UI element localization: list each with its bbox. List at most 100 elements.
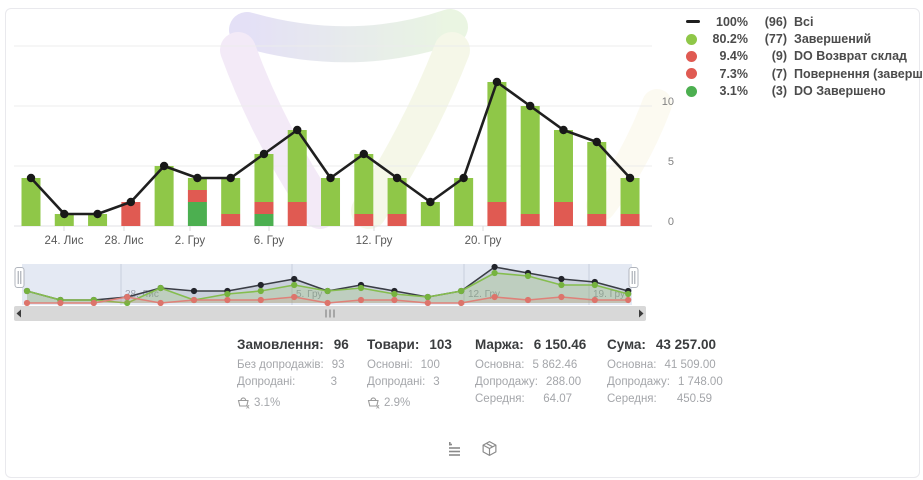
stat-sublabel: Допродані: bbox=[367, 376, 426, 388]
bar-segment[interactable] bbox=[454, 178, 474, 226]
line-point[interactable] bbox=[93, 209, 102, 219]
line-point[interactable] bbox=[60, 209, 69, 219]
bar-segment[interactable] bbox=[487, 202, 507, 226]
line-point[interactable] bbox=[326, 173, 335, 183]
line-point[interactable] bbox=[359, 149, 368, 159]
stat-subrow: Допродані: 3 bbox=[367, 376, 440, 393]
minimap-point bbox=[257, 296, 264, 304]
bar-segment[interactable] bbox=[520, 214, 540, 226]
minimap-scrollbar[interactable] bbox=[14, 306, 646, 321]
x-axis-label: 6. Гру bbox=[254, 235, 285, 247]
legend-dot-icon bbox=[686, 50, 704, 62]
svg-text:x: x bbox=[246, 404, 250, 410]
chart-legend: 100% (96) Всі 80.2% (77) Завершений 9.4% (9) DO … bbox=[686, 13, 923, 100]
bar-segment[interactable] bbox=[221, 178, 241, 214]
legend-item-0[interactable]: 100% (96) Всі bbox=[686, 13, 923, 30]
bar-segment[interactable] bbox=[287, 214, 307, 226]
minimap-point bbox=[524, 272, 532, 280]
legend-item-2[interactable]: 9.4% (9) DO Возврат склад bbox=[686, 48, 923, 65]
minimap-point bbox=[224, 290, 231, 298]
bar-segment[interactable] bbox=[354, 154, 374, 214]
minimap-point bbox=[424, 299, 431, 307]
bar-segment[interactable] bbox=[21, 178, 41, 226]
bar-segment[interactable] bbox=[254, 154, 274, 202]
upsell-percent: 3.1% bbox=[254, 396, 281, 409]
stat-subrow: Допродажу: 1 748.00 bbox=[607, 376, 723, 393]
line-point[interactable] bbox=[126, 197, 136, 207]
bar-segment[interactable] bbox=[387, 214, 407, 226]
stat-sublabel: Основні: bbox=[367, 359, 413, 371]
line-point[interactable] bbox=[392, 173, 402, 183]
legend-item-4[interactable]: 3.1% (3) DO Завершено bbox=[686, 83, 923, 100]
bar-segment[interactable] bbox=[321, 178, 341, 226]
stat-value: 103 bbox=[429, 337, 452, 352]
minimap-point bbox=[558, 293, 565, 301]
footer-toolbar bbox=[444, 438, 500, 459]
stat-sublabel: Основна: bbox=[607, 359, 657, 371]
bar-segment[interactable] bbox=[154, 166, 174, 226]
bar-segment[interactable] bbox=[520, 106, 540, 214]
bar-segment[interactable] bbox=[254, 214, 274, 226]
line-point[interactable] bbox=[259, 149, 269, 159]
bar-segment[interactable] bbox=[287, 202, 307, 214]
stat-subrow: Допродані: 3 bbox=[237, 376, 337, 393]
bar-segment[interactable] bbox=[187, 178, 207, 190]
bar-segment[interactable] bbox=[387, 178, 407, 214]
bar-segment[interactable] bbox=[287, 130, 307, 202]
minimap-point bbox=[391, 296, 398, 304]
bar-segment[interactable] bbox=[121, 214, 141, 226]
bar-segment[interactable] bbox=[354, 214, 374, 226]
stat-column-2: Маржа: 6 150.46 Основна: 5 862.46 Допродажу:… bbox=[475, 337, 586, 410]
scrollbar-left-arrow-icon[interactable] bbox=[16, 309, 22, 318]
bar-segment[interactable] bbox=[420, 202, 440, 226]
line-point[interactable] bbox=[426, 197, 435, 207]
stat-sublabel: Середня: bbox=[607, 393, 657, 405]
line-point[interactable] bbox=[159, 161, 169, 171]
line-point[interactable] bbox=[526, 101, 535, 111]
minimap[interactable]: 28. Лис 5. Гру 12. Гру 19. Гру bbox=[14, 263, 639, 307]
bar-segment[interactable] bbox=[187, 202, 207, 226]
legend-percent: 3.1% bbox=[719, 84, 749, 99]
bar-segment[interactable] bbox=[54, 214, 74, 226]
y-axis-label: 5 bbox=[668, 156, 674, 168]
stat-sublabel: Допродані: bbox=[237, 376, 296, 388]
bar-segment[interactable] bbox=[487, 82, 507, 202]
bar-segment[interactable] bbox=[587, 214, 607, 226]
line-point[interactable] bbox=[492, 77, 502, 87]
line-point[interactable] bbox=[193, 173, 202, 183]
bar-segment[interactable] bbox=[620, 214, 640, 226]
minimap-point bbox=[157, 299, 164, 307]
stat-title-row: Сума: 43 257.00 bbox=[607, 337, 716, 352]
minimap-point bbox=[491, 269, 498, 277]
minimap-point bbox=[124, 293, 131, 301]
bar-segment[interactable] bbox=[620, 178, 640, 214]
line-point[interactable] bbox=[559, 125, 568, 135]
bar-segment[interactable] bbox=[553, 130, 573, 202]
bar-segment[interactable] bbox=[187, 190, 207, 202]
scrollbar-right-arrow-icon[interactable] bbox=[639, 309, 644, 318]
minimap-right-handle[interactable] bbox=[628, 267, 639, 288]
list-view-icon[interactable] bbox=[444, 438, 465, 459]
bar-segment[interactable] bbox=[221, 214, 241, 226]
bar-segment[interactable] bbox=[254, 202, 274, 214]
line-point[interactable] bbox=[592, 137, 601, 147]
legend-item-1[interactable]: 80.2% (77) Завершений bbox=[686, 30, 923, 47]
line-point[interactable] bbox=[226, 173, 235, 183]
minimap-point bbox=[357, 284, 365, 292]
line-point[interactable] bbox=[26, 173, 36, 183]
line-point[interactable] bbox=[459, 173, 468, 183]
legend-item-3[interactable]: 7.3% (7) Повернення (завершений) bbox=[686, 65, 923, 82]
minimap-left-handle[interactable] bbox=[14, 267, 25, 288]
x-axis-label: 24. Лис bbox=[45, 235, 84, 247]
bar-segment[interactable] bbox=[553, 214, 573, 226]
line-point[interactable] bbox=[293, 125, 302, 135]
bar-segment[interactable] bbox=[587, 142, 607, 214]
legend-label: Всі bbox=[794, 14, 814, 29]
bar-segment[interactable] bbox=[88, 214, 108, 226]
stat-sublabel: Допродажу: bbox=[475, 376, 538, 388]
package-icon[interactable] bbox=[479, 438, 500, 459]
line-point[interactable] bbox=[625, 173, 635, 183]
bar-segment[interactable] bbox=[553, 202, 573, 214]
watermark-logo bbox=[220, 9, 672, 229]
